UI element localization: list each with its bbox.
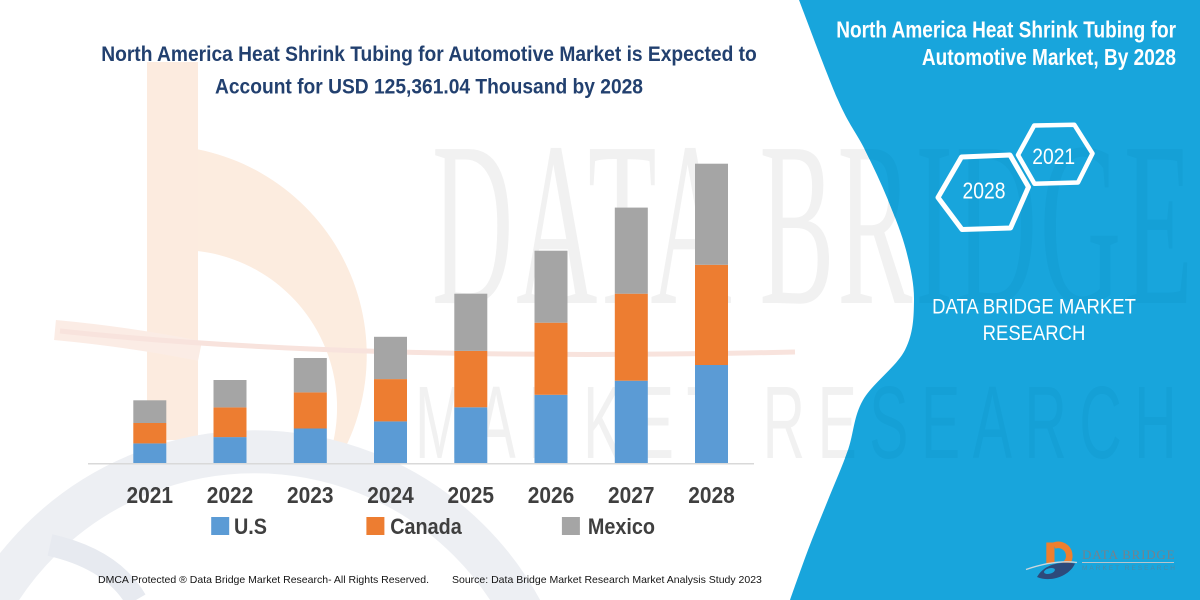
svg-text:North America Heat Shrink Tubi: North America Heat Shrink Tubing for [836,18,1176,43]
svg-text:2026: 2026 [528,482,575,508]
svg-text:MARKET RESEARCH: MARKET RESEARCH [1082,565,1177,572]
svg-text:2024: 2024 [367,482,414,508]
svg-text:North America Heat Shrink Tubi: North America Heat Shrink Tubing for Aut… [101,43,757,66]
svg-text:DATA BRIDGE: DATA BRIDGE [1082,547,1175,562]
svg-text:DATA BRIDGE MARKET: DATA BRIDGE MARKET [932,295,1136,319]
svg-text:2021: 2021 [127,482,174,508]
svg-text:2025: 2025 [448,482,495,508]
svg-text:Source: Data Bridge Market Res: Source: Data Bridge Market Research Mark… [452,574,762,586]
svg-text:2023: 2023 [287,482,334,508]
svg-text:Account for USD 125,361.04 Tho: Account for USD 125,361.04 Thousand by 2… [215,75,643,98]
svg-text:2028: 2028 [963,179,1006,204]
svg-text:U.S: U.S [234,515,267,539]
svg-text:2021: 2021 [1032,145,1075,169]
svg-text:2027: 2027 [608,482,655,508]
svg-text:Automotive Market, By 2028: Automotive Market, By 2028 [922,46,1176,71]
svg-text:Mexico: Mexico [588,515,655,539]
svg-text:2022: 2022 [207,482,254,508]
svg-text:DMCA Protected ® Data Bridge M: DMCA Protected ® Data Bridge Market Rese… [98,574,429,586]
svg-text:2028: 2028 [688,482,735,508]
svg-text:RESEARCH: RESEARCH [983,322,1086,346]
svg-text:Canada: Canada [390,515,462,539]
